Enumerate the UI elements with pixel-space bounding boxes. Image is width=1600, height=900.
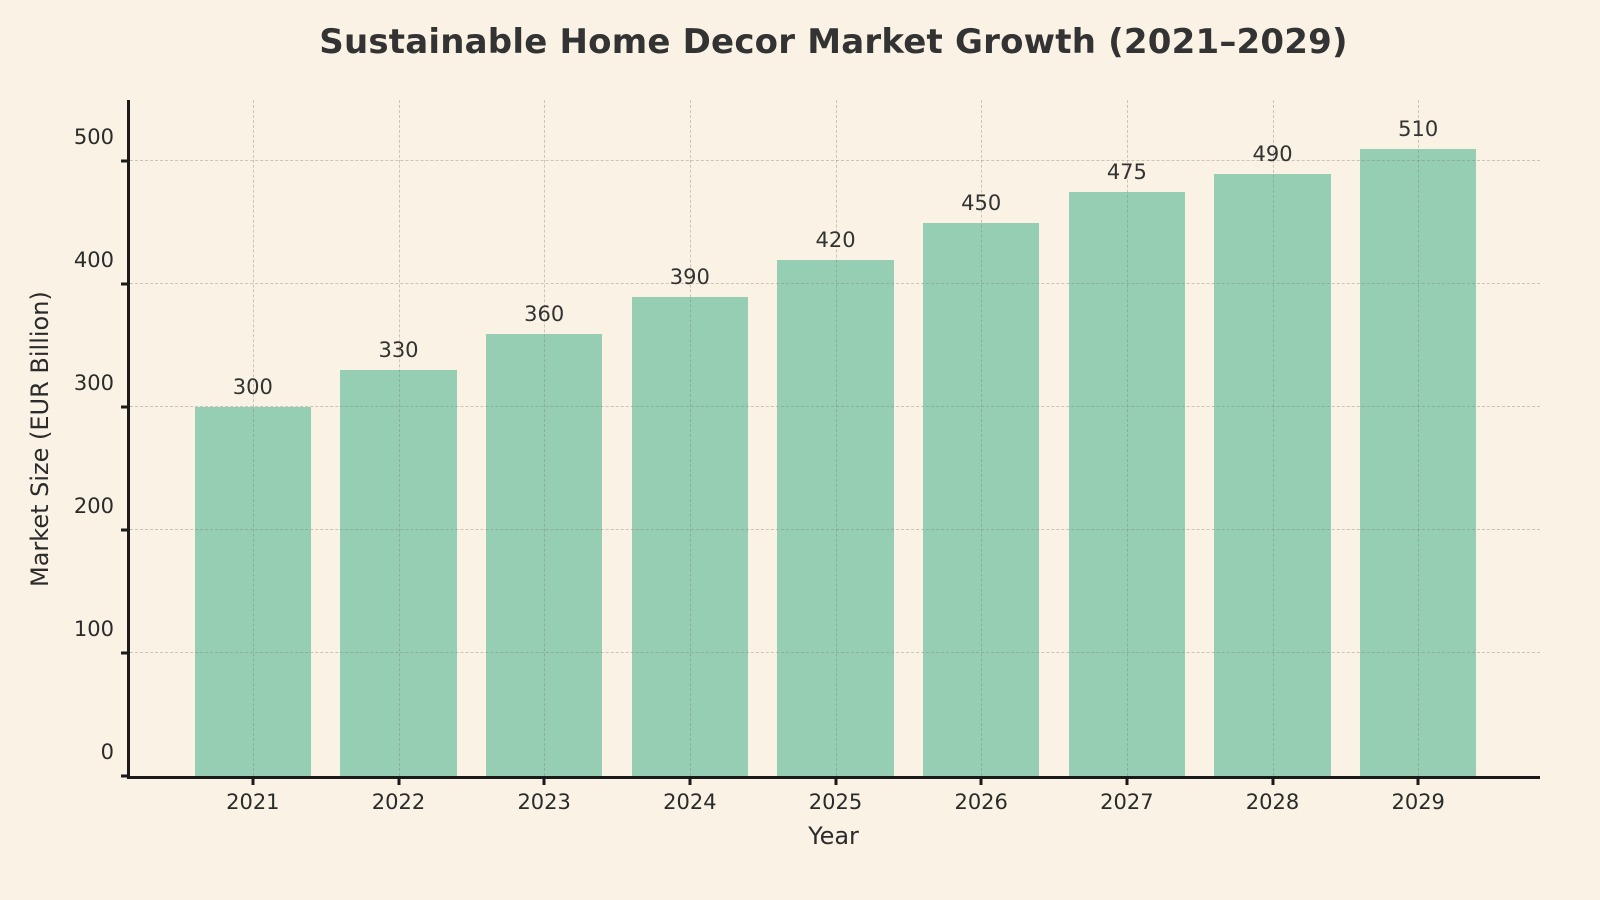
x-axis-label: Year <box>808 822 859 850</box>
y-tick-mark <box>121 651 130 655</box>
bar-value-label: 490 <box>1252 141 1293 166</box>
x-tick-label: 2023 <box>517 790 571 814</box>
y-axis-label: Market Size (EUR Billion) <box>26 291 54 588</box>
x-tick-label: 2028 <box>1245 790 1300 814</box>
y-tick-label: 200 <box>73 494 114 519</box>
plot-area: 0 100 200 300 400 500 300 2021 330 2022 360 2023 39… <box>74 100 1540 814</box>
y-tick-label: 400 <box>73 248 114 273</box>
y-tick-mark <box>121 282 130 286</box>
x-tick-label: 2027 <box>1100 790 1154 814</box>
bar <box>340 370 457 776</box>
x-tick-mark <box>1125 776 1129 785</box>
bar-value-label: 330 <box>378 338 419 363</box>
bar-column: 510 2029 <box>1345 100 1491 814</box>
bar-value-label: 390 <box>669 264 710 289</box>
y-tick-label: 500 <box>73 125 114 150</box>
bar-column: 330 2022 <box>326 100 472 814</box>
bar-value-label: 450 <box>961 190 1002 215</box>
x-tick-mark <box>1271 776 1275 785</box>
bar-value-label: 360 <box>524 301 565 326</box>
y-tick-label: 0 <box>100 740 114 764</box>
y-tick-mark <box>121 159 130 163</box>
bar-column: 450 2026 <box>908 100 1054 814</box>
y-tick-mark <box>121 405 130 409</box>
chart-title: Sustainable Home Decor Market Growth (20… <box>319 22 1348 62</box>
bar <box>1068 192 1186 776</box>
x-tick-label: 2022 <box>371 790 426 814</box>
y-tick-mark <box>121 774 130 778</box>
bars: 300 2021 330 2022 360 2023 390 2024 420 2025 450 20… <box>180 100 1491 814</box>
bar <box>485 333 603 776</box>
bar-column: 390 2024 <box>617 100 763 814</box>
x-tick-label: 2025 <box>808 790 863 814</box>
bar-column: 490 2028 <box>1200 100 1346 814</box>
x-tick-mark <box>688 776 692 785</box>
bar <box>194 407 312 776</box>
y-tick-label: 100 <box>73 617 114 642</box>
bar <box>1359 149 1477 776</box>
bar-column: 360 2023 <box>471 100 617 814</box>
bar-value-label: 420 <box>815 227 856 252</box>
x-tick-mark <box>542 776 546 785</box>
bar <box>777 259 894 776</box>
bar-column: 475 2027 <box>1054 100 1200 814</box>
bar-column: 420 2025 <box>763 100 909 814</box>
bar <box>1214 173 1331 776</box>
bar <box>631 296 749 776</box>
bar-column: 300 2021 <box>180 100 326 814</box>
x-tick-mark <box>834 776 838 785</box>
bar-value-label: 475 <box>1106 160 1147 185</box>
x-tick-mark <box>979 776 983 785</box>
x-tick-mark <box>397 776 400 785</box>
x-tick-label: 2026 <box>954 790 1008 814</box>
x-tick-mark <box>1416 776 1420 785</box>
x-tick-label: 2021 <box>226 790 280 814</box>
y-tick-mark <box>121 528 130 532</box>
bar-value-label: 510 <box>1398 117 1439 142</box>
x-tick-mark <box>251 776 255 785</box>
bar <box>922 222 1040 776</box>
bar-value-label: 300 <box>232 375 273 400</box>
y-tick-label: 300 <box>73 371 114 396</box>
x-tick-label: 2029 <box>1391 790 1445 814</box>
x-tick-label: 2024 <box>663 790 717 814</box>
